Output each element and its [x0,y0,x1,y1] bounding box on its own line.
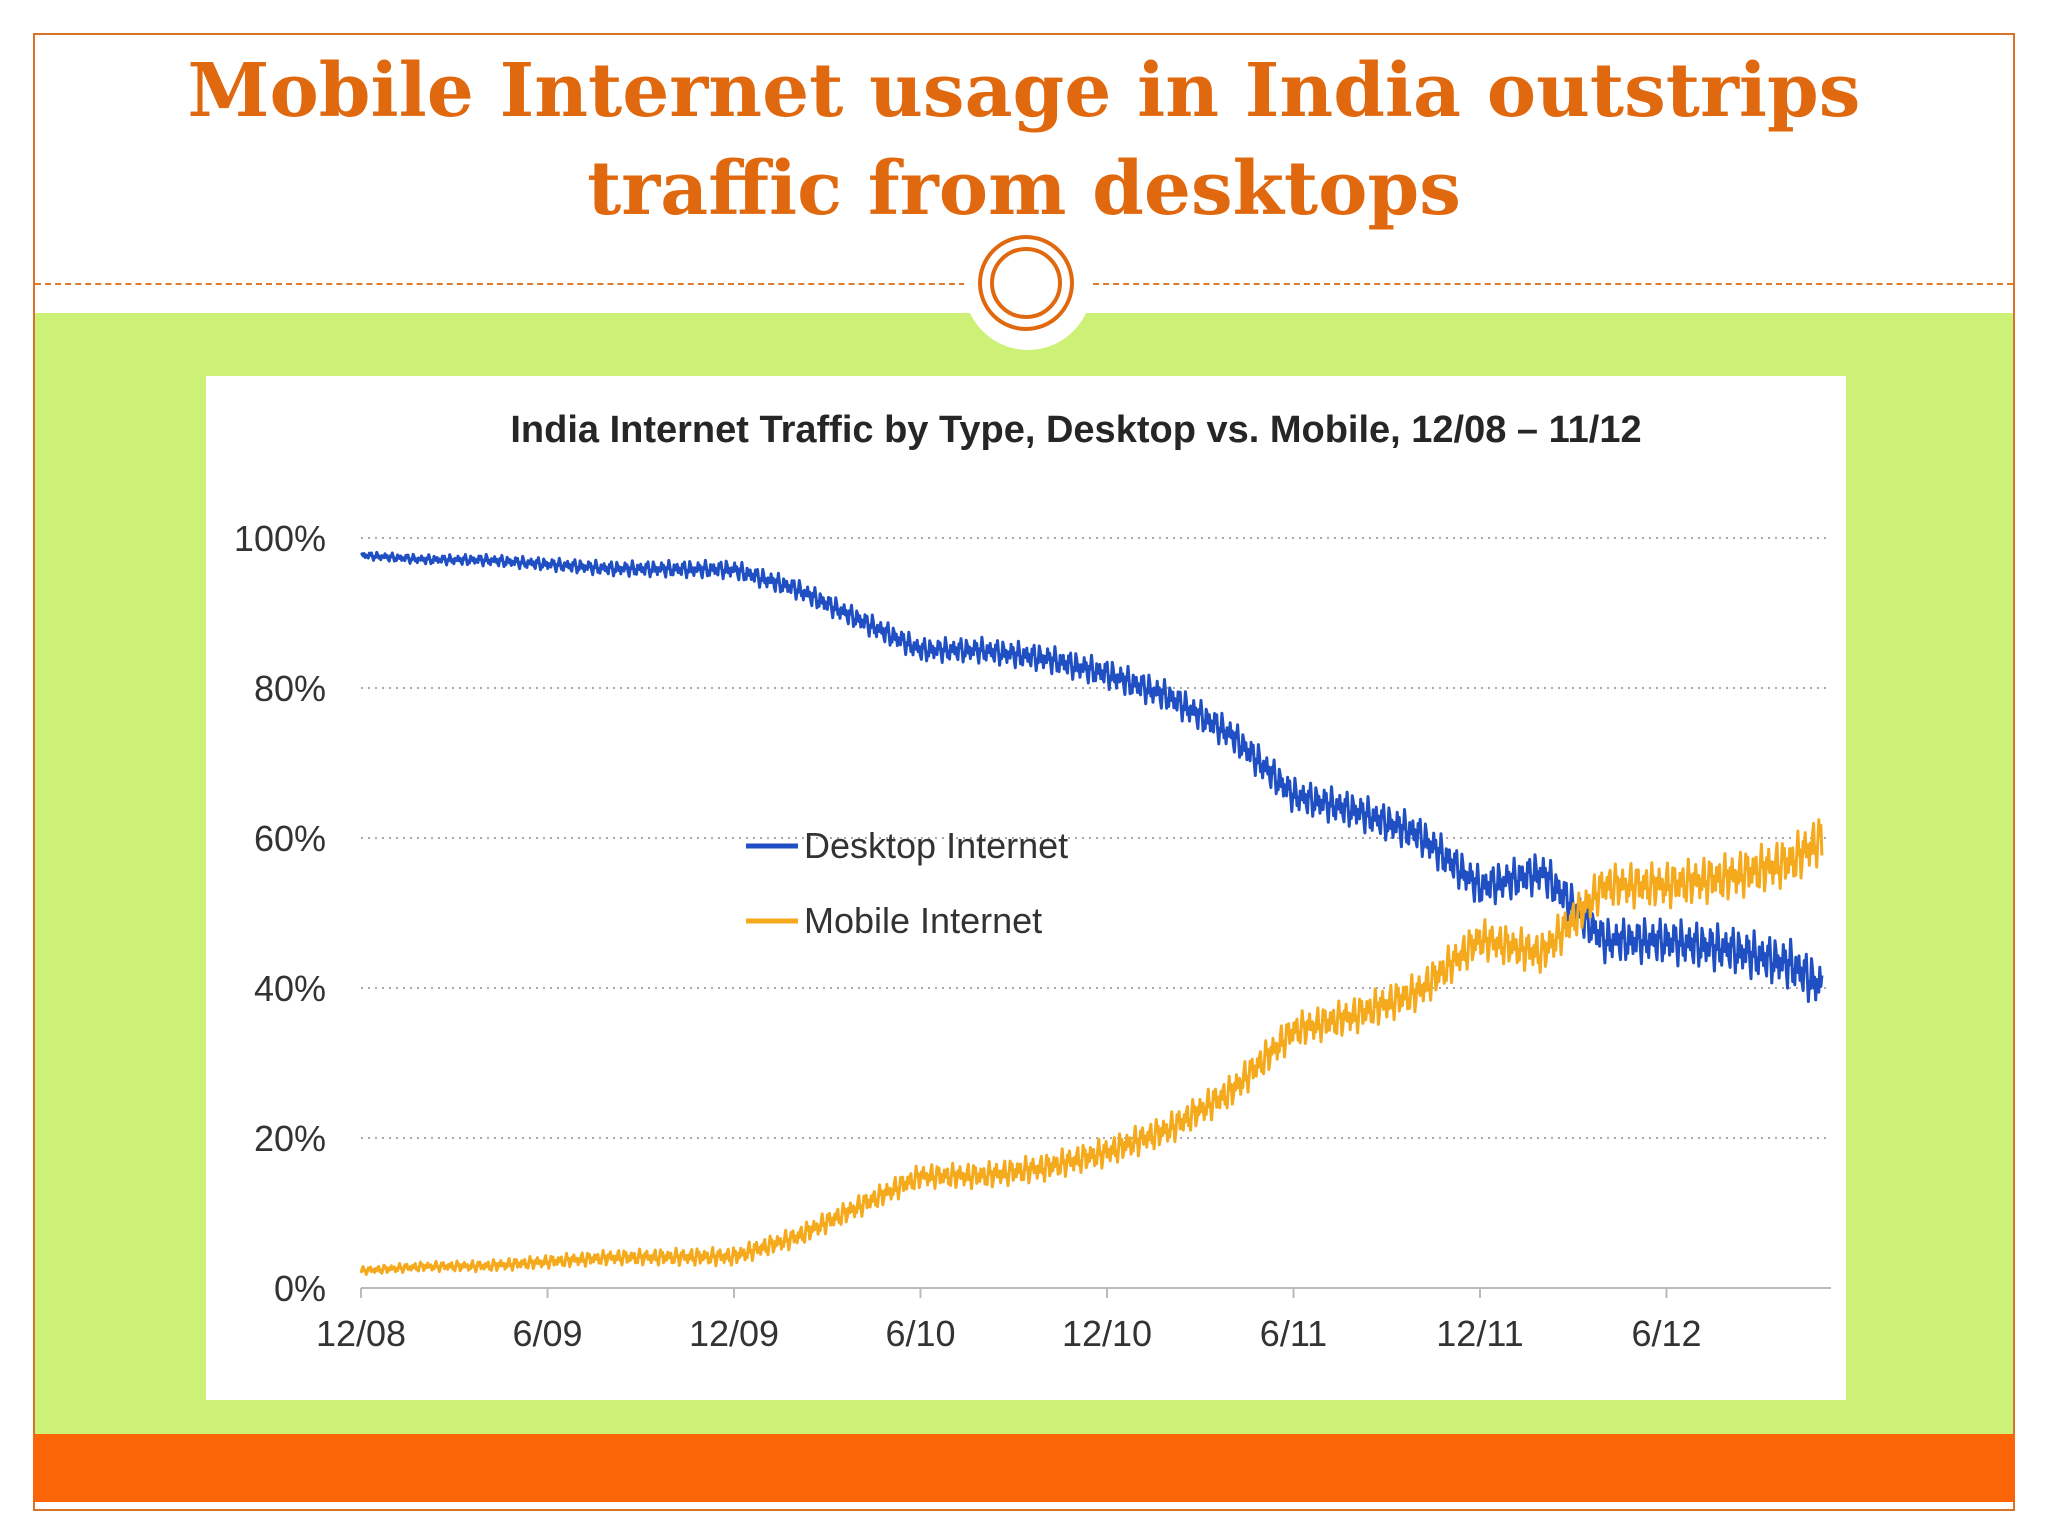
x-tick-label: 6/09 [512,1313,582,1354]
slide-title-line-1: Mobile Internet usage in India outstrips [187,48,1861,134]
y-tick-label: 40% [254,968,326,1009]
legend-label-mobile: Mobile Internet [804,900,1042,941]
legend-label-desktop: Desktop Internet [804,825,1068,866]
medallion-ornament-icon [978,235,1074,331]
series-layer [359,550,1824,1276]
y-tick-label: 20% [254,1118,326,1159]
axis-layer: 0% 20% 40% 60% 80% 100% 12/08 6/09 12/09 6/10 12/1… [234,518,1831,1354]
chart-title: India Internet Traffic by Type, Desktop … [510,409,1641,451]
slide-title: Mobile Internet usage in India outstrips… [33,42,2015,238]
y-tick-label: 80% [254,668,326,709]
y-tick-label: 0% [274,1268,326,1309]
divider-rule-right [1093,283,2013,285]
x-tick-label: 6/10 [885,1313,955,1354]
chart: India Internet Traffic by Type, Desktop … [234,409,1831,1354]
x-tick-label: 12/08 [316,1313,406,1354]
x-tick-label: 6/12 [1631,1313,1701,1354]
x-tick-label: 12/09 [689,1313,779,1354]
grid-layer [361,537,1831,1139]
y-tick-label: 100% [234,518,326,559]
series-line-desktop [359,550,1824,1003]
y-tick-label: 60% [254,818,326,859]
footer-bar [33,1434,2015,1502]
series-line-mobile [359,818,1824,1276]
x-tick-label: 12/11 [1436,1313,1523,1354]
legend: Desktop Internet Mobile Internet [746,825,1068,941]
slide-title-line-2: traffic from desktops [587,146,1461,232]
x-tick-label: 6/11 [1260,1313,1327,1354]
divider-rule-left [35,283,965,285]
medallion-inner-ring [990,247,1062,319]
x-tick-label: 12/10 [1062,1313,1152,1354]
chart-card: India Internet Traffic by Type, Desktop … [206,376,1846,1400]
